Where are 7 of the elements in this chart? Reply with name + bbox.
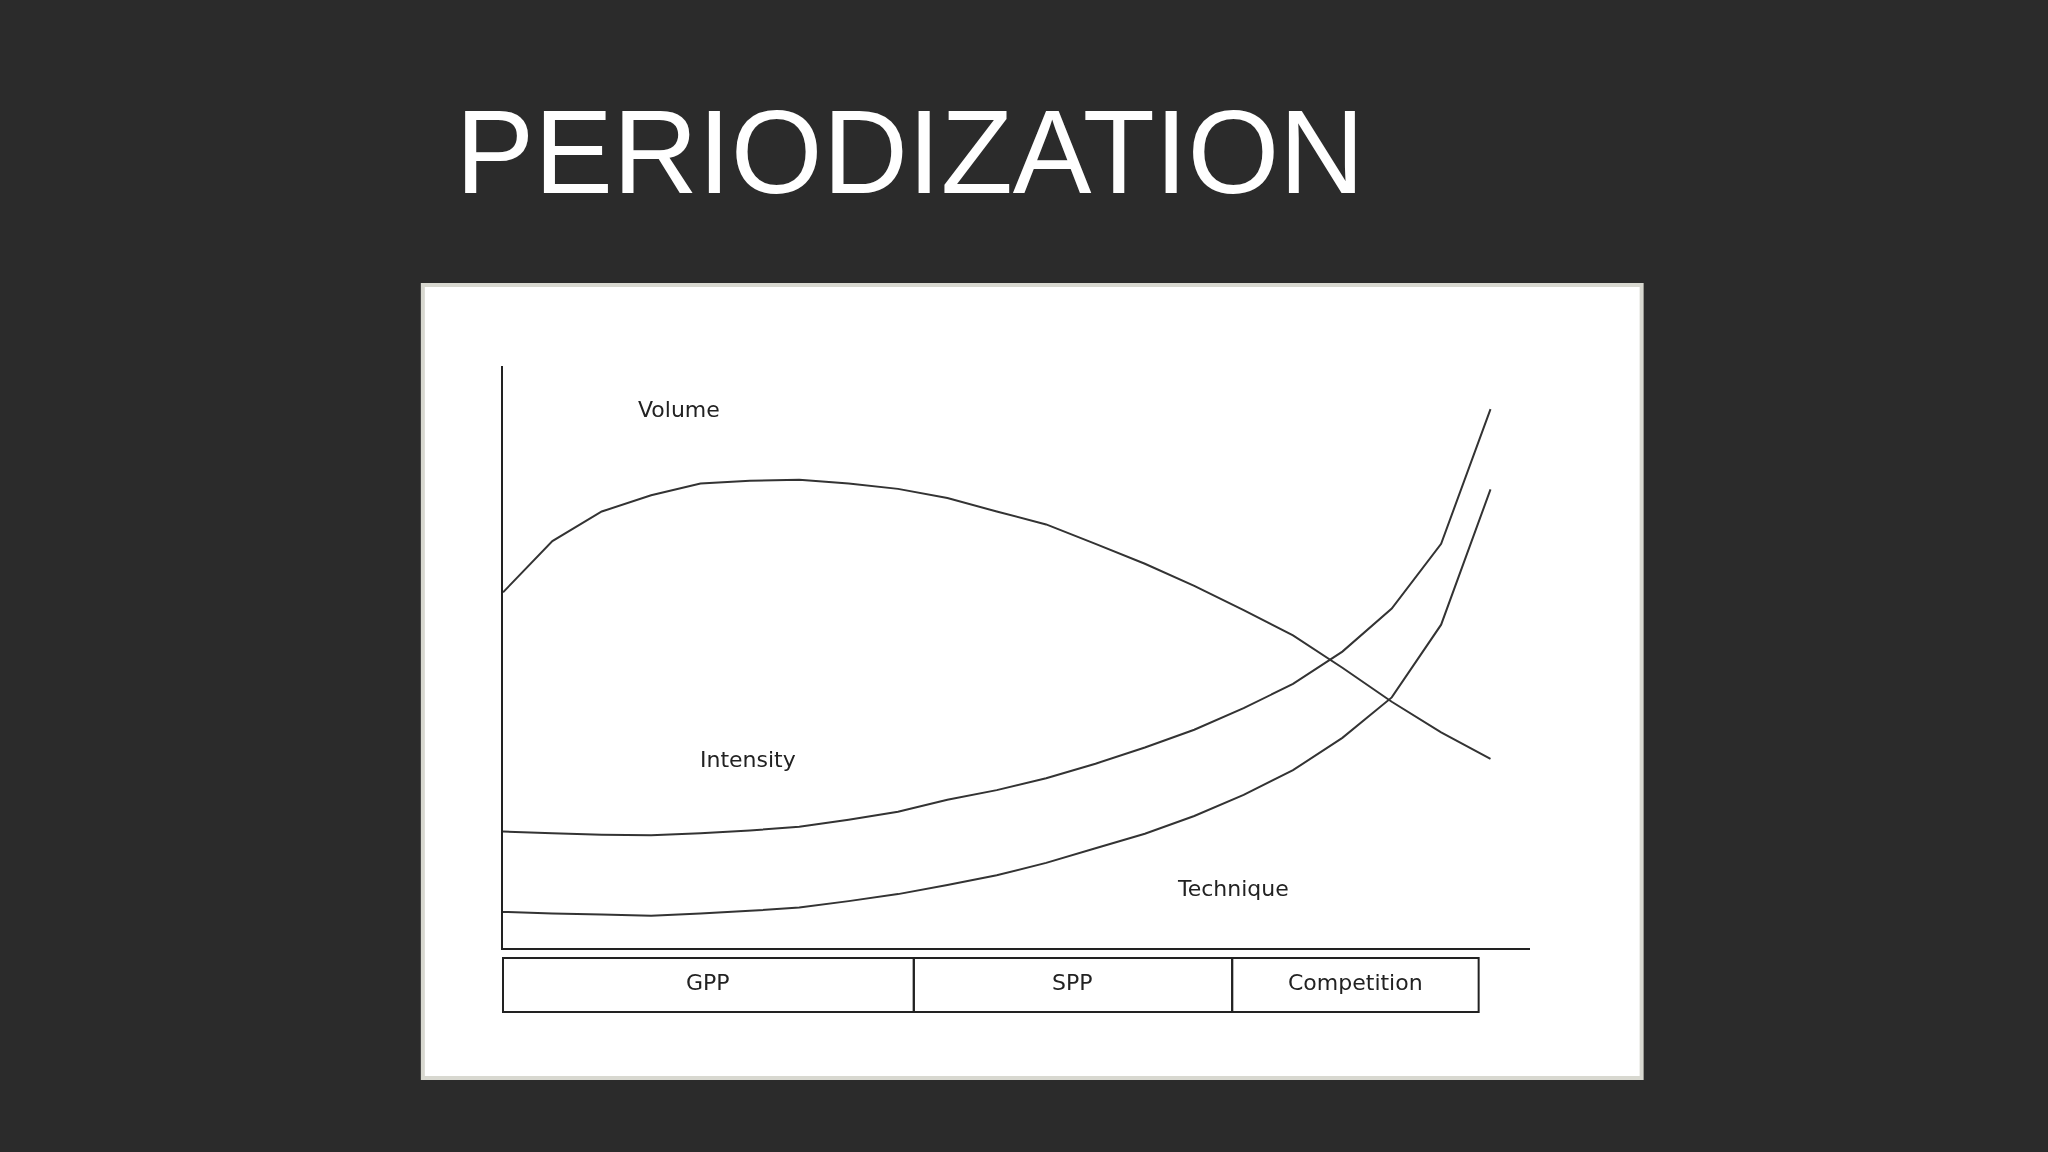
text: Technique xyxy=(1177,876,1289,901)
text: Volume xyxy=(638,397,720,422)
text: GPP xyxy=(686,970,730,995)
chart-title: PERIODIZATION xyxy=(455,85,1365,218)
text: SPP xyxy=(1052,970,1093,995)
text: Competition xyxy=(1288,970,1423,995)
text: Intensity xyxy=(700,747,796,772)
